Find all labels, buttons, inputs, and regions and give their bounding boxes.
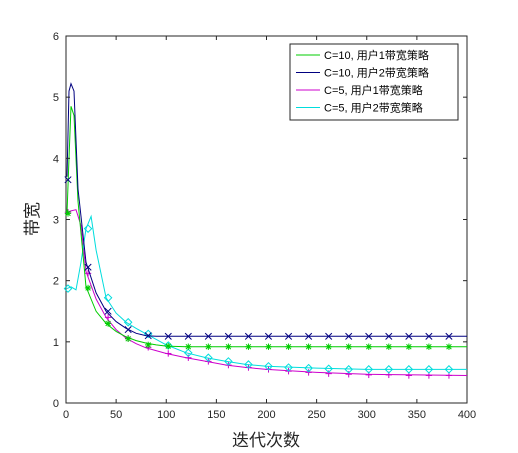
x-tick-label: 100 — [157, 409, 175, 421]
series-2-marker — [305, 332, 313, 340]
series-4-marker — [344, 365, 354, 374]
series-1-line — [66, 106, 467, 348]
series-1-marker — [205, 343, 212, 350]
series-3-marker — [325, 370, 332, 377]
series-4-marker — [204, 353, 213, 363]
series-4-marker — [224, 357, 233, 366]
series-3-marker — [165, 350, 172, 357]
series-4-marker — [404, 365, 414, 374]
x-axis-title: 迭代次数 — [232, 431, 300, 451]
series-4-marker — [424, 365, 434, 374]
x-tick-label: 250 — [307, 409, 325, 421]
series-2-marker — [285, 332, 293, 340]
series-3-marker — [345, 371, 352, 378]
series-2-marker — [124, 326, 132, 334]
x-tick-label: 400 — [458, 409, 476, 421]
y-tick-label: 4 — [53, 153, 59, 165]
series-4-marker — [123, 317, 133, 327]
series-1-marker — [425, 343, 433, 350]
series-2-marker — [385, 332, 393, 340]
series-2-marker — [264, 332, 273, 340]
series-1-marker — [145, 341, 152, 349]
series-1-marker — [365, 343, 372, 350]
series-1-marker — [285, 343, 292, 350]
legend-label: C=10, 用户1带宽策略 — [324, 48, 429, 62]
y-tick-label: 5 — [53, 92, 59, 104]
series-1-marker — [165, 342, 172, 350]
series-2-marker — [405, 332, 413, 340]
series-2-marker — [325, 332, 333, 340]
x-tick-label: 150 — [207, 409, 225, 421]
legend-label: C=5, 用户2带宽策略 — [324, 101, 423, 115]
series-4-marker — [364, 365, 374, 374]
series-3-marker — [104, 314, 112, 321]
series-2-marker — [244, 332, 253, 340]
series-2-marker — [184, 332, 192, 340]
legend-item: C=10, 用户2带宽策略 — [296, 66, 429, 80]
y-tick-label: 6 — [53, 31, 59, 43]
series-2-marker — [144, 332, 152, 340]
series-4-marker — [264, 361, 273, 371]
x-tick-label: 350 — [408, 409, 426, 421]
series-4-marker — [103, 293, 113, 303]
series-3-line — [66, 209, 468, 376]
series-layer — [63, 82, 468, 379]
y-tick-label: 3 — [53, 215, 59, 227]
legend-item: C=5, 用户1带宽策略 — [296, 83, 423, 97]
x-tick-label: 0 — [63, 409, 69, 421]
series-2-marker — [104, 307, 112, 315]
series-2-marker — [224, 332, 232, 340]
series-4-marker — [324, 364, 333, 374]
series-2-marker — [445, 332, 453, 340]
tick-layer: 0 50 100 150 200 250 300 350 400 0 1 2 3 4 5 6 — [53, 31, 476, 421]
series-1-marker — [445, 343, 453, 350]
series-1-marker — [385, 343, 393, 350]
series-2-marker — [345, 332, 353, 340]
legend-label: C=5, 用户1带宽策略 — [324, 83, 423, 97]
y-axis-title: 带宽 — [23, 202, 43, 236]
series-3-marker — [185, 354, 192, 361]
series-1-marker — [265, 343, 272, 350]
series-1-marker — [84, 284, 92, 292]
series-1-marker — [124, 335, 132, 342]
series-1-marker — [405, 343, 413, 350]
x-tick-label: 300 — [358, 409, 376, 421]
series-1-marker — [325, 343, 332, 350]
series-2-line — [66, 82, 467, 337]
series-3-marker — [84, 270, 92, 277]
series-2-marker — [204, 332, 212, 340]
series-4-marker — [244, 360, 253, 369]
legend-item: C=10, 用户1带宽策略 — [296, 48, 429, 62]
legend-item: C=5, 用户2带宽策略 — [296, 101, 423, 115]
series-2-marker — [425, 332, 433, 340]
series-1-marker — [245, 343, 252, 350]
series-4-marker — [183, 348, 193, 358]
series-1-marker — [104, 320, 112, 327]
legend: C=10, 用户1带宽策略 C=10, 用户2带宽策略 C=5, 用户1带宽策略 C=… — [289, 43, 459, 121]
series-2-marker — [164, 332, 172, 340]
series-4-marker — [444, 365, 454, 374]
x-tick-label: 50 — [110, 409, 122, 421]
series-1 — [64, 106, 467, 350]
y-tick-label: 2 — [53, 276, 59, 288]
series-4-marker — [384, 365, 394, 374]
series-4-marker — [304, 363, 313, 373]
series-1-marker — [345, 343, 352, 350]
series-4-marker — [284, 363, 293, 372]
series-1-marker — [185, 343, 192, 350]
series-4-marker — [83, 224, 93, 233]
legend-label: C=10, 用户2带宽策略 — [324, 66, 429, 80]
x-tick-label: 200 — [257, 409, 275, 421]
series-2-marker — [64, 176, 72, 184]
series-2 — [64, 82, 467, 340]
series-4-marker — [63, 284, 73, 293]
series-2-marker — [84, 263, 92, 271]
y-tick-label: 0 — [53, 398, 59, 410]
series-1-marker — [305, 343, 312, 350]
y-tick-label: 1 — [53, 337, 59, 349]
series-1-marker — [225, 343, 232, 350]
series-1-marker — [64, 210, 72, 217]
series-2-marker — [365, 332, 373, 340]
